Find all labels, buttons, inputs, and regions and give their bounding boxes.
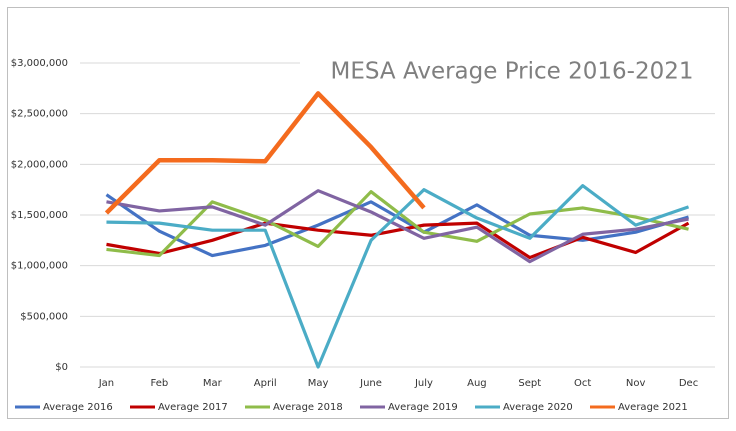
y-tick-label: $0 (55, 362, 68, 373)
legend-label: Average 2018 (273, 402, 343, 413)
legend-label: Average 2017 (158, 402, 228, 413)
x-tick-label: Oct (574, 378, 591, 389)
x-tick-label: May (308, 378, 329, 389)
x-tick-label: Jan (98, 378, 114, 389)
x-tick-label: Dec (679, 378, 698, 389)
x-tick-label: Mar (203, 378, 223, 389)
x-tick-label: Feb (151, 378, 169, 389)
y-tick-label: $2,500,000 (11, 109, 68, 120)
y-tick-label: $1,500,000 (11, 210, 68, 221)
x-tick-label: July (414, 378, 433, 389)
x-tick-label: June (359, 378, 382, 389)
series-line (106, 221, 690, 260)
y-tick-label: $1,000,000 (11, 261, 68, 272)
series-line (106, 190, 689, 258)
x-tick-label: Aug (467, 378, 487, 389)
legend-label: Average 2020 (503, 402, 573, 413)
chart-title: MESA Average Price 2016-2021 (331, 59, 694, 85)
legend-label: Average 2021 (618, 402, 688, 413)
series-line (106, 184, 690, 369)
legend-label: Average 2016 (43, 402, 113, 413)
y-tick-label: $2,000,000 (11, 159, 68, 170)
y-tick-label: $500,000 (20, 311, 68, 322)
series-line (104, 91, 426, 215)
x-tick-label: Nov (626, 378, 646, 389)
x-tick-label: Sept (518, 378, 541, 389)
x-tick-label: April (254, 378, 277, 389)
legend-label: Average 2019 (388, 402, 458, 413)
series-line (106, 189, 689, 264)
y-tick-label: $3,000,000 (11, 58, 68, 69)
title-background (300, 52, 720, 88)
